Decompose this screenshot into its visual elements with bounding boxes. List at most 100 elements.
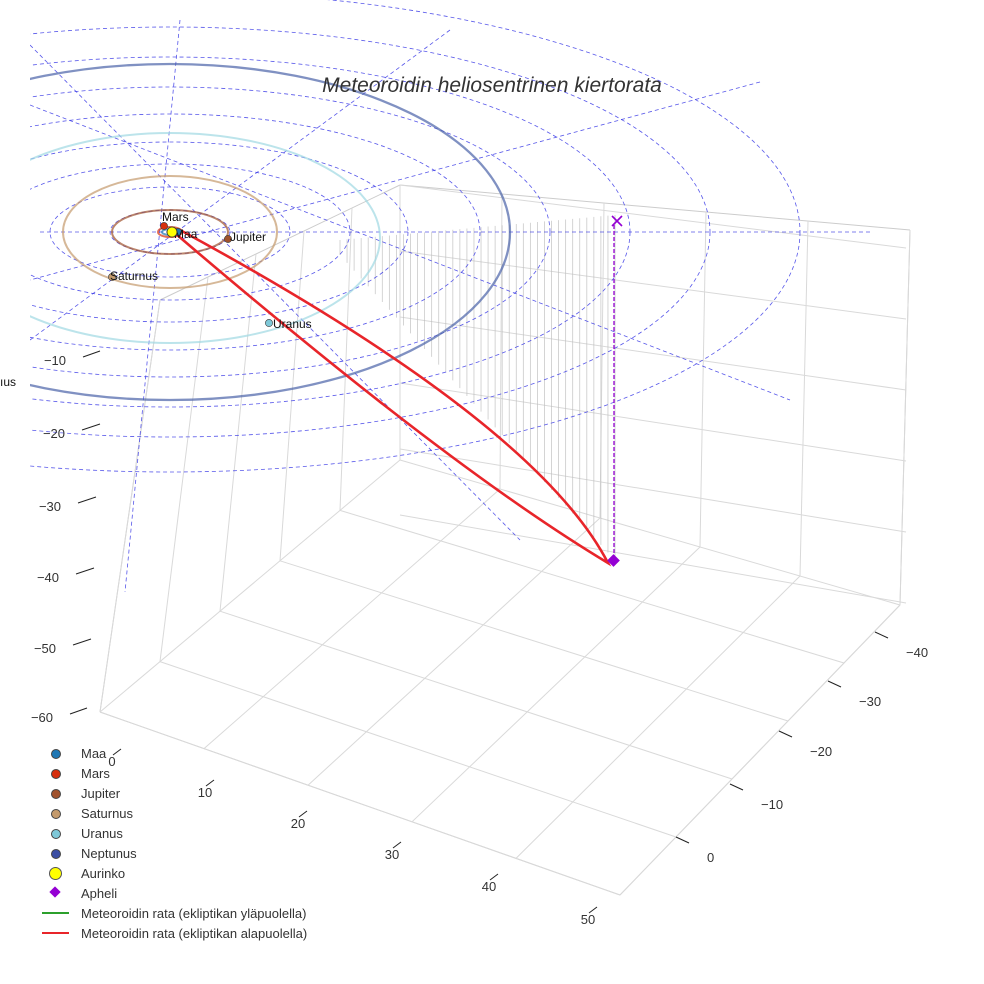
tick-label: −10: [44, 353, 66, 368]
box-edge: [399, 184, 911, 231]
box-edge: [159, 184, 401, 301]
tick-mark: [392, 841, 402, 849]
legend-marker: [40, 883, 74, 903]
tick-label: 0: [707, 850, 714, 865]
legend-item: Uranus: [40, 823, 307, 843]
legend-item: Mars: [40, 763, 307, 783]
tick-mark: [827, 680, 842, 688]
grid-line: [799, 220, 809, 577]
grid-line: [339, 207, 353, 511]
tick-mark: [489, 873, 499, 881]
grid-line: [399, 459, 901, 606]
chart-title: Meteoroidin heliosentrinen kiertorata: [322, 74, 662, 97]
legend-item: Maa: [40, 743, 307, 763]
ecliptic-grid: [30, 0, 870, 593]
grid-line: [515, 575, 801, 859]
ecliptic-ring: [30, 26, 711, 438]
ecliptic-spoke: [30, 44, 521, 541]
grid-line: [619, 604, 901, 896]
tick-label: −40: [37, 570, 59, 585]
legend-label: Uranus: [81, 825, 123, 841]
legend-label: Aurinko: [81, 865, 126, 881]
uranus-label: Uranus: [273, 317, 312, 331]
meteoroid-orbit: [175, 215, 623, 567]
tick-mark: [82, 350, 101, 358]
legend-marker: [40, 763, 74, 783]
tick-mark: [112, 748, 122, 756]
legend-label: Jupiter: [81, 785, 121, 801]
orbit-neptunus: [30, 62, 512, 402]
tick-label: 20: [291, 816, 305, 831]
jupiter-label: Jupiter: [230, 230, 266, 244]
legend-marker: [40, 823, 74, 843]
legend-item: Aurinko: [40, 863, 307, 883]
legend-item: Apheli: [40, 883, 307, 903]
grid-line: [159, 276, 209, 662]
grid-line: [219, 253, 257, 612]
tick-mark: [77, 496, 97, 504]
ecliptic-ring: [49, 186, 291, 278]
grid-line: [339, 509, 845, 664]
ecliptic-spoke: [30, 81, 761, 281]
grid-line: [99, 459, 401, 713]
legend-label: Apheli: [81, 885, 118, 901]
axis-ticks: −10 −20 −30 −40 −50 −60 0 10 20 30 40 50 −40 −30 −20 −1…: [31, 350, 928, 927]
maa-label: Maa: [174, 227, 198, 241]
tick-mark: [778, 730, 793, 738]
legend-label: Saturnus: [81, 805, 134, 821]
aphelion-projection-marker: [611, 215, 623, 227]
tick-label: −10: [761, 797, 783, 812]
legend-item: Meteoroidin rata (ekliptikan yläpuolella…: [40, 903, 307, 923]
saturnus-label: Saturnus: [110, 269, 158, 283]
legend: Maa Mars Jupiter Saturnus Uranus Neptunus Auri…: [40, 743, 307, 943]
grid-line: [203, 488, 501, 749]
grid-line: [279, 230, 305, 561]
ecliptic-ring: [30, 86, 551, 378]
tick-label: −30: [859, 694, 881, 709]
grid-line: [219, 610, 733, 780]
ecliptic-spoke: [124, 19, 181, 593]
tick-label: 30: [385, 847, 399, 862]
tick-mark: [874, 631, 889, 639]
legend-label: Mars: [81, 765, 110, 781]
grid-line: [399, 316, 907, 391]
tick-mark: [588, 906, 598, 914]
tick-label: 0: [108, 754, 115, 769]
tick-label: −40: [906, 645, 928, 660]
legend-item: Jupiter: [40, 783, 307, 803]
ecliptic-spoke: [30, 104, 791, 401]
grid-line: [399, 184, 907, 249]
tick-mark: [298, 810, 308, 818]
grid-line: [399, 514, 907, 604]
sun-marker: [166, 226, 178, 238]
axes-box: [99, 184, 911, 896]
tick-label: 10: [198, 785, 212, 800]
tick-label: 40: [482, 879, 496, 894]
mars-label: Mars: [162, 210, 189, 224]
tick-mark: [69, 707, 88, 715]
legend-item: Saturnus: [40, 803, 307, 823]
legend-marker: [40, 783, 74, 803]
grid-line: [307, 517, 601, 786]
tick-label: −30: [39, 499, 61, 514]
tick-mark: [72, 638, 92, 646]
legend-item: Meteoroidin rata (ekliptikan alapuolella…: [40, 923, 307, 943]
legend-marker: [40, 863, 74, 883]
grid-line: [499, 193, 503, 490]
legend-marker: [40, 743, 74, 763]
jupiter-marker: [224, 235, 232, 243]
tick-mark: [75, 567, 95, 575]
meteoroid-path-below: [175, 228, 612, 567]
saturnus-marker: [108, 273, 116, 281]
tick-label: −60: [31, 710, 53, 725]
tick-mark: [81, 423, 101, 431]
legend-marker: [40, 923, 74, 943]
orbit-jupiter: [111, 209, 229, 255]
grid-line: [399, 448, 907, 533]
tick-mark: [675, 836, 690, 844]
tick-mark: [205, 779, 215, 787]
ecliptic-spoke: [30, 29, 451, 341]
legend-marker: [40, 843, 74, 863]
uranus-marker: [265, 319, 273, 327]
